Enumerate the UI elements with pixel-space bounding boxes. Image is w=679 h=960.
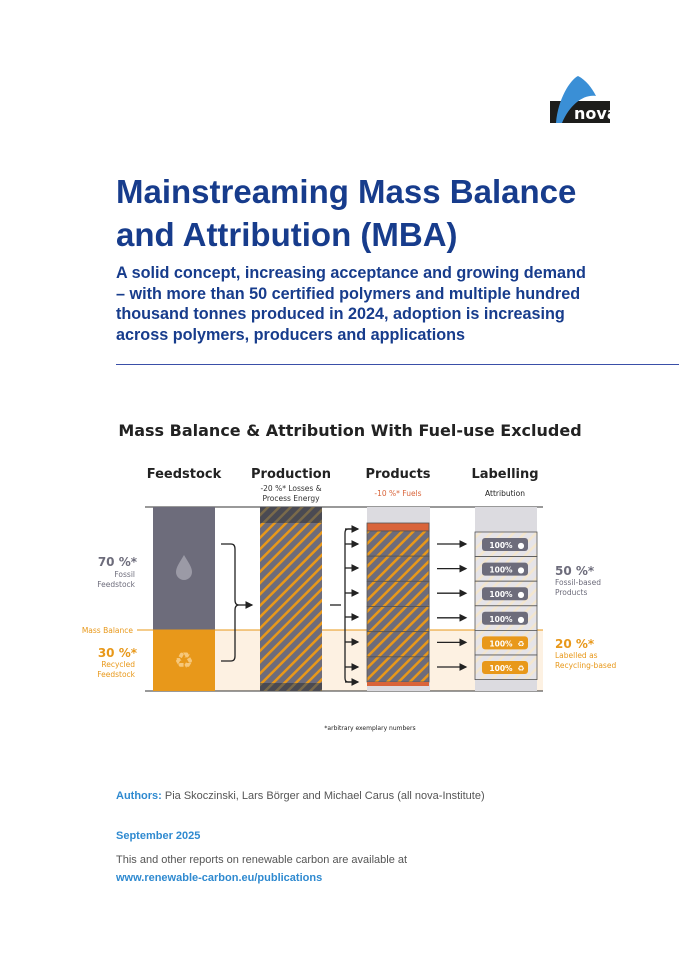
recycle-icon: ♻ [517, 639, 524, 648]
production-bar [260, 523, 322, 683]
publications-link[interactable]: www.renewable-carbon.eu/publications [116, 872, 323, 884]
product-segment [366, 606, 430, 633]
badge-text: 100% [489, 566, 513, 575]
nova-logo: nova [550, 76, 612, 123]
svg-text:Production: Production [251, 467, 331, 482]
svg-text:Labelling: Labelling [471, 467, 538, 482]
svg-text:Fossil: Fossil [114, 570, 135, 579]
svg-text:20 %*: 20 %* [555, 637, 595, 651]
svg-text:-20 %* Losses &: -20 %* Losses & [260, 484, 321, 493]
product-segment [366, 580, 430, 607]
svg-text:Recycled: Recycled [101, 660, 135, 669]
recycled-label-badge [482, 636, 528, 650]
svg-text:Feedstock: Feedstock [97, 580, 135, 589]
product-segment [366, 555, 430, 582]
badge-text: 100% [489, 639, 513, 648]
drop-icon: ● [518, 615, 525, 624]
authors: Authors: Pia Skoczinski, Lars Börger and… [116, 790, 485, 802]
svg-text:30 %*: 30 %* [98, 646, 138, 660]
fossil-label-badge [482, 562, 528, 576]
fossil-label-badge [482, 587, 528, 601]
svg-text:Recycling-based: Recycling-based [555, 661, 616, 670]
divider [116, 364, 679, 365]
fossil-label-badge [482, 538, 528, 551]
mass-balance-label: Mass Balance [82, 626, 134, 635]
availability-note: This and other reports on renewable carb… [116, 854, 408, 866]
date: September 2025 [116, 830, 201, 842]
diagram-title: Mass Balance & Attribution With Fuel-use… [118, 421, 581, 440]
svg-text:Products: Products [365, 467, 430, 482]
product-segment [366, 631, 430, 658]
svg-text:70 %*: 70 %* [98, 555, 138, 569]
footnote: *arbitrary exemplary numbers [324, 725, 415, 732]
fossil-label-badge [482, 611, 528, 625]
svg-text:Attribution: Attribution [485, 489, 525, 498]
svg-text:Feedstock: Feedstock [147, 467, 222, 482]
svg-text:nova: nova [574, 104, 612, 123]
svg-text:Products: Products [555, 588, 587, 597]
recycled-feedstock-bar [153, 630, 215, 691]
recycled-label-badge [482, 661, 528, 674]
svg-text:Labelled as: Labelled as [555, 651, 598, 660]
badge-text: 100% [489, 590, 513, 599]
fuel-segment [366, 522, 430, 532]
svg-text:50 %*: 50 %* [555, 564, 595, 578]
recycle-icon: ♻ [174, 649, 194, 674]
product-segment [366, 530, 430, 557]
badge-text: 100% [489, 664, 513, 673]
svg-text:-10 %* Fuels: -10 %* Fuels [374, 489, 421, 498]
product-segment [366, 656, 430, 683]
svg-text:Process Energy: Process Energy [262, 494, 320, 503]
drop-icon: ● [518, 541, 525, 550]
recycle-icon: ♻ [517, 664, 524, 673]
badge-text: 100% [489, 615, 513, 624]
badge-text: 100% [489, 541, 513, 550]
page-title: Mainstreaming Mass Balance and Attributio… [116, 173, 577, 253]
svg-text:Fossil-based: Fossil-based [555, 578, 601, 587]
subtitle: A solid concept, increasing acceptance a… [116, 264, 586, 344]
drop-icon: ● [518, 566, 525, 575]
drop-icon: ● [518, 590, 525, 599]
svg-text:Feedstock: Feedstock [97, 670, 135, 679]
drop-icon [176, 555, 192, 580]
mass-balance-diagram: Mass Balance & Attribution With Fuel-use… [82, 421, 617, 732]
